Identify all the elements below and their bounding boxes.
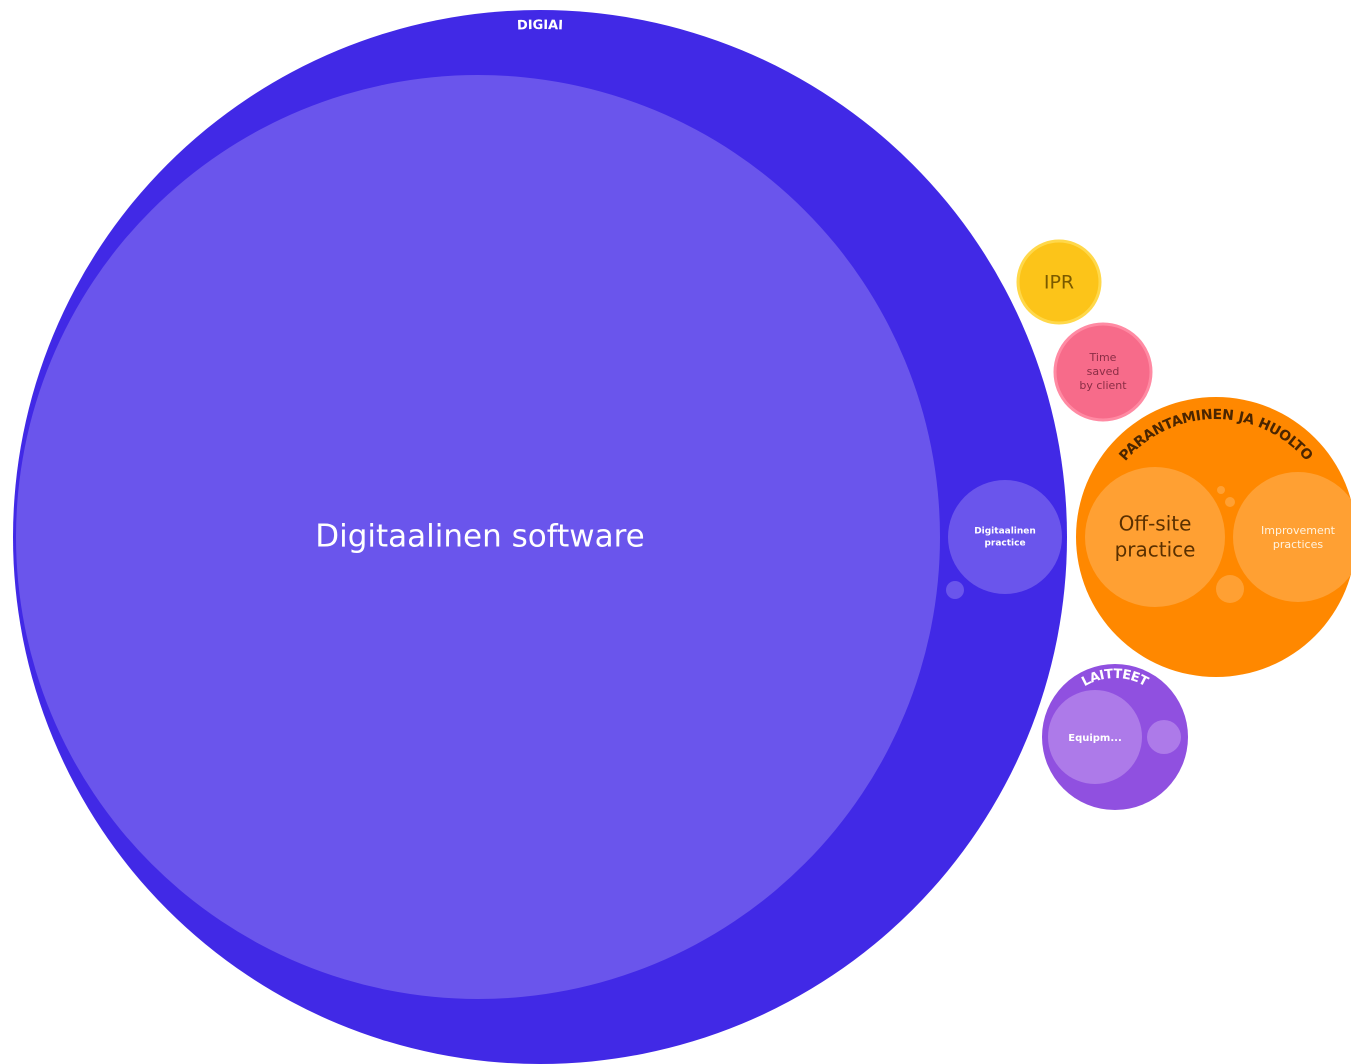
node-label: Digitaalinen <box>974 527 1036 537</box>
node-circle[interactable] <box>1216 575 1244 603</box>
node-circle[interactable] <box>1147 720 1181 754</box>
node-circle[interactable] <box>1217 486 1225 494</box>
node-circle[interactable] <box>1233 472 1351 602</box>
group-label: saved <box>1087 365 1120 378</box>
group-label: Time <box>1089 351 1117 364</box>
group-label: LAITTEET <box>1079 666 1151 689</box>
node-circle[interactable] <box>1085 467 1225 607</box>
node-circle[interactable] <box>16 75 940 999</box>
node-label: Digitaalinen software <box>315 519 645 555</box>
node-label: practice <box>1115 538 1196 562</box>
node-label: Equipm... <box>1068 733 1122 744</box>
node-circle[interactable] <box>1048 690 1142 784</box>
group-label: DIGIAI <box>517 17 564 33</box>
node-circle[interactable] <box>1225 497 1235 507</box>
node-label: Off-site <box>1119 512 1192 536</box>
node-circle[interactable] <box>946 581 964 599</box>
node-label: Improvement <box>1261 524 1336 537</box>
node-label: practices <box>1273 538 1323 551</box>
group-label: by client <box>1079 379 1127 392</box>
group-label: IPR <box>1044 272 1074 294</box>
node-circle[interactable] <box>948 480 1062 594</box>
node-label: practice <box>984 539 1025 549</box>
group-circle[interactable] <box>1053 322 1153 422</box>
group-circle[interactable] <box>1016 239 1102 325</box>
